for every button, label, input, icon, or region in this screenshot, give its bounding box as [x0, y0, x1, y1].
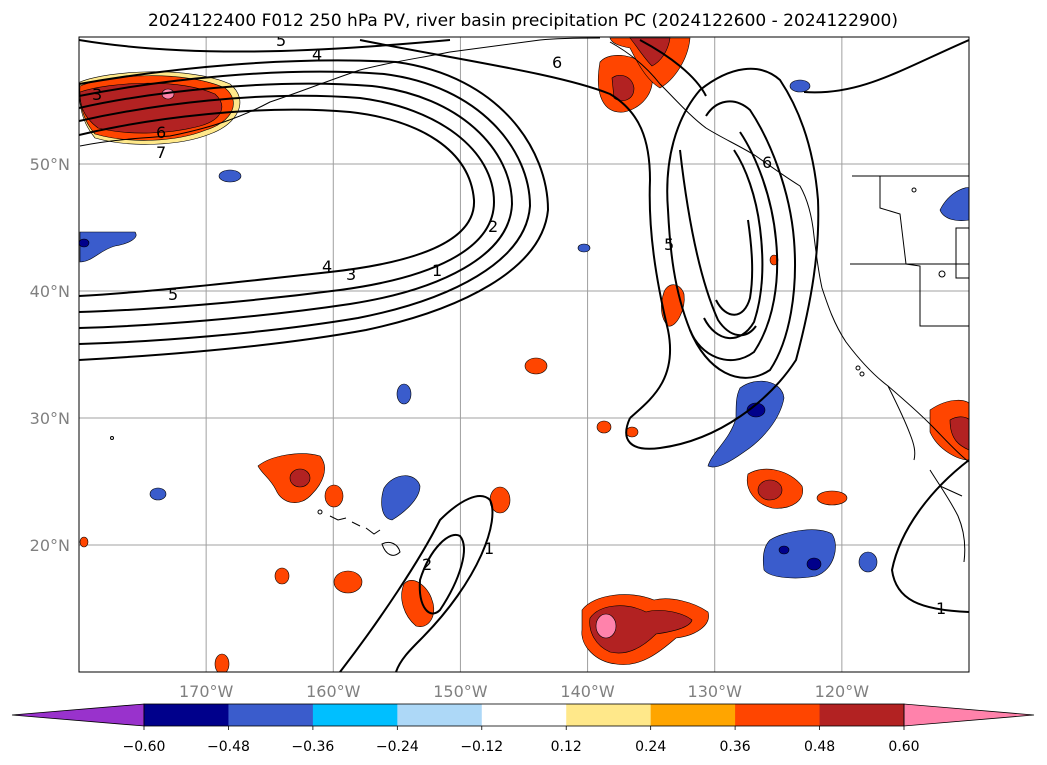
svg-text:3: 3 — [92, 85, 102, 104]
colorbar-frame — [143, 703, 905, 727]
colorbar-tick-label: −0.36 — [291, 739, 334, 755]
lon-tick-label: 170°W — [179, 682, 234, 701]
colorbar-swatch — [481, 704, 567, 726]
colorbar-swatch — [735, 704, 821, 726]
lon-tick-labels: 170°W 160°W 150°W 140°W 130°W 120°W — [179, 682, 869, 701]
colorbar-extend-low — [11, 703, 145, 727]
lon-tick-label: 150°W — [433, 682, 488, 701]
colorbar-tick-label: −0.12 — [460, 739, 503, 755]
lat-tick-label: 20°N — [30, 536, 70, 555]
svg-text:4: 4 — [322, 257, 332, 276]
colorbar-swatch — [650, 704, 736, 726]
svg-text:6: 6 — [552, 53, 562, 72]
pv-contours — [79, 39, 969, 672]
svg-text:6: 6 — [156, 123, 166, 142]
lat-tick-label: 40°N — [30, 282, 70, 301]
svg-text:5: 5 — [168, 285, 178, 304]
svg-text:1: 1 — [484, 539, 494, 558]
colorbar-extend-high — [903, 703, 1035, 727]
svg-text:1: 1 — [936, 599, 946, 618]
svg-text:1: 1 — [432, 261, 442, 280]
lat-tick-labels: 20°N 30°N 40°N 50°N — [30, 155, 70, 555]
colorbar-tick-label: −0.24 — [376, 739, 419, 755]
pv-contour-labels: 5 4 6 3 6 7 2 1 4 3 5 5 6 2 1 1 — [92, 31, 946, 618]
colorbar-swatch — [144, 704, 229, 726]
colorbar-tick-label: 0.60 — [888, 739, 919, 755]
coastlines — [79, 37, 969, 563]
map-frame — [78, 36, 970, 673]
colorbar — [11, 703, 1035, 727]
svg-text:3: 3 — [346, 265, 356, 284]
colorbar-swatch — [397, 704, 483, 726]
map-panel: 5 4 6 3 6 7 2 1 4 3 5 5 6 2 1 1 — [79, 31, 969, 672]
colorbar-swatch — [819, 704, 905, 726]
lat-tick-label: 30°N — [30, 409, 70, 428]
svg-text:2: 2 — [422, 555, 432, 574]
lon-tick-label: 120°W — [815, 682, 870, 701]
colorbar-tick-label: −0.48 — [207, 739, 250, 755]
colorbar-swatch — [566, 704, 652, 726]
colorbar-tick-labels: −0.60 −0.48 −0.36 −0.24 −0.12 0.12 0.24 0.36 0.4… — [123, 726, 920, 755]
colorbar-tick-label: 0.24 — [635, 739, 666, 755]
colorbar-tick-label: −0.60 — [123, 739, 166, 755]
svg-text:5: 5 — [664, 235, 674, 254]
colorbar-tick-label: 0.12 — [551, 739, 582, 755]
colorbar-swatch — [228, 704, 314, 726]
lon-tick-label: 140°W — [560, 682, 615, 701]
chart-title: 2024122400 F012 250 hPa PV, river basin … — [148, 11, 898, 31]
colorbar-tick-label: 0.48 — [804, 739, 835, 755]
islands — [110, 187, 946, 556]
colorbar-swatch — [312, 704, 398, 726]
svg-text:4: 4 — [312, 45, 322, 64]
lon-tick-label: 160°W — [306, 682, 361, 701]
lon-tick-label: 130°W — [688, 682, 743, 701]
colorbar-tick-label: 0.36 — [720, 739, 751, 755]
svg-text:6: 6 — [762, 153, 772, 172]
svg-text:2: 2 — [488, 217, 498, 236]
svg-text:7: 7 — [156, 143, 166, 162]
lat-tick-label: 50°N — [30, 155, 70, 174]
svg-text:5: 5 — [276, 31, 286, 50]
